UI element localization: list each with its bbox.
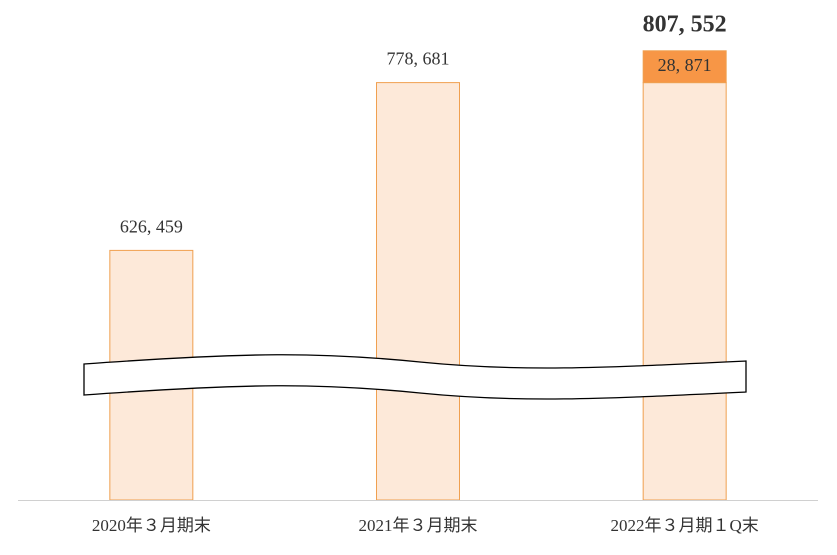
x-tick-label: 2022年３月期１Q末	[611, 516, 759, 535]
x-tick-label: 2020年３月期末	[92, 516, 211, 535]
break-band	[83, 354, 747, 400]
labels: 2020年３月期末 626, 459 2021年３月期末 778, 681 2022年３…	[92, 11, 759, 535]
x-tick-label: 2021年３月期末	[359, 516, 478, 535]
bar-segment	[376, 82, 460, 501]
value-label: 626, 459	[120, 217, 183, 237]
value-label: 28, 871	[658, 55, 712, 75]
bar-segment	[642, 82, 727, 501]
bar-segment	[642, 50, 727, 84]
bars	[109, 50, 727, 501]
total-label: 807, 552	[643, 11, 727, 37]
axis-break	[83, 354, 747, 400]
value-label: 778, 681	[387, 49, 450, 69]
